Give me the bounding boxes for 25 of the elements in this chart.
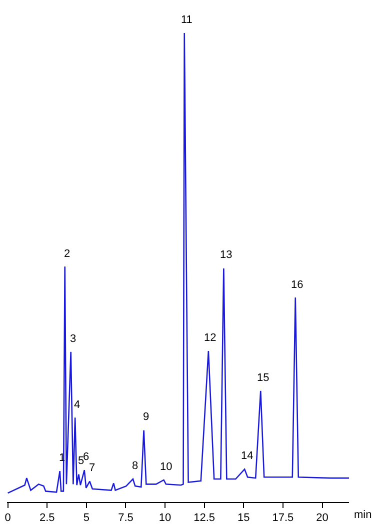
x-tick-label: 7.5: [118, 512, 134, 524]
x-tick-label: 12.5: [194, 512, 216, 524]
annotation: 7: [89, 462, 96, 474]
annotation: 2: [64, 248, 70, 260]
annotation: 15: [257, 372, 270, 384]
annotation: 4: [74, 399, 80, 411]
x-tick-label: 17.5: [272, 512, 294, 524]
annotation: 12: [204, 332, 216, 344]
annotation: 13: [220, 249, 232, 261]
annotation: 16: [291, 279, 304, 291]
annotation: 11: [181, 14, 192, 26]
x-tick-label: 0: [4, 512, 11, 524]
annotation: 6: [83, 451, 90, 463]
annotation: 5: [78, 455, 84, 467]
annotation: 10: [160, 461, 172, 473]
x-axis-title: min: [354, 509, 372, 521]
annotation: 9: [143, 411, 150, 423]
annotation: 3: [70, 333, 76, 345]
x-tick-label: 2.5: [39, 512, 55, 524]
annotation: 14: [241, 450, 254, 462]
x-tick-label: 15: [238, 512, 250, 524]
x-tick-label: 20: [316, 512, 328, 524]
x-tick-label: 10: [158, 512, 172, 524]
x-tick-label: 5: [83, 512, 90, 524]
annotation: 8: [132, 460, 138, 472]
